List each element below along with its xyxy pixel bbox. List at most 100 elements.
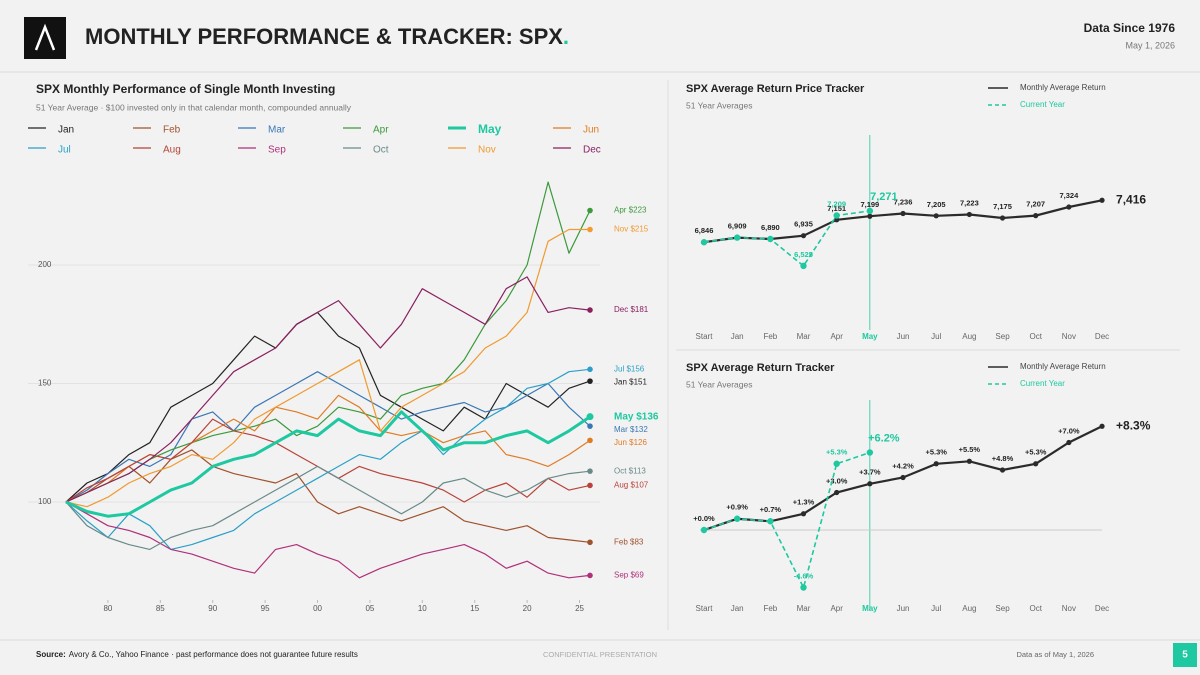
x-tick-label: 85 (156, 604, 165, 613)
legend-label: Feb (163, 125, 181, 136)
title-suffix: . (563, 24, 569, 49)
legend-label: Oct (373, 145, 389, 156)
value-label: +8.3% (1116, 418, 1151, 432)
value-label: 7,209 (827, 199, 846, 208)
data-point (834, 489, 840, 496)
x-tick-label: Apr (830, 604, 843, 613)
value-label: 7,236 (894, 197, 913, 206)
value-label: +7.0% (1058, 426, 1080, 435)
series-line (703, 210, 871, 268)
value-label: 6,909 (728, 222, 747, 231)
value-label: 6,890 (761, 223, 780, 232)
series-line (65, 228, 590, 508)
data-point (966, 458, 972, 464)
legend-label: Dec (583, 145, 601, 156)
x-tick-label: Jun (897, 332, 910, 341)
x-tick-label: Oct (1029, 604, 1042, 613)
data-point (800, 262, 807, 270)
value-label: +4.2% (892, 461, 914, 470)
value-label: +0.9% (726, 503, 748, 512)
x-tick-label: May (862, 332, 878, 341)
value-label: -4.6% (794, 571, 814, 580)
data-point (700, 526, 708, 534)
x-tick-label: 90 (208, 604, 217, 613)
series-line (65, 501, 591, 579)
x-tick-label: Apr (830, 332, 843, 341)
data-point (1033, 461, 1039, 467)
value-label: 7,271 (870, 191, 898, 203)
value-label: 7,151 (827, 204, 846, 213)
data-point (800, 511, 807, 517)
chart-subtitle: 51 Year Averages (686, 100, 753, 110)
value-label: 7,175 (993, 202, 1012, 211)
value-label: +5.3% (925, 448, 947, 457)
x-tick-label: 95 (261, 604, 270, 613)
data-point (866, 207, 874, 215)
legend-label: Jul (58, 145, 71, 156)
series-line (65, 410, 591, 518)
title-text: MONTHLY PERFORMANCE & TRACKER: SPX (85, 24, 563, 49)
data-point (1099, 423, 1105, 429)
legend-label: Apr (373, 125, 389, 136)
end-label: Apr $223 (614, 206, 647, 215)
value-label: +6.2% (868, 432, 900, 444)
end-label: Feb $83 (614, 537, 644, 546)
x-tick-label: Dec (1095, 332, 1109, 341)
data-point (966, 211, 972, 218)
data-point (866, 449, 874, 456)
x-tick-label: May (862, 604, 878, 613)
value-label: +5.5% (959, 445, 981, 454)
legend-label: Monthly Average Return (1020, 362, 1106, 371)
end-label: May $136 (614, 411, 659, 422)
x-tick-label: Mar (797, 604, 811, 613)
y-tick-label: 150 (38, 379, 52, 388)
end-label: Jul $156 (614, 364, 645, 373)
x-tick-label: Feb (763, 604, 777, 613)
x-tick-label: 05 (365, 604, 374, 613)
x-tick-label: Mar (797, 332, 811, 341)
value-label: +0.0% (693, 514, 715, 523)
data-point (767, 235, 774, 243)
y-tick-label: 100 (38, 497, 52, 506)
end-label: Jun $126 (614, 438, 647, 447)
legend-label: Jun (583, 125, 599, 136)
x-tick-label: Nov (1062, 332, 1076, 341)
y-tick-label: 200 (38, 260, 52, 269)
data-point (1066, 204, 1072, 210)
data-point (1066, 439, 1072, 446)
source-label: Source: (36, 650, 66, 659)
x-tick-label: Sep (995, 604, 1010, 613)
x-tick-label: 25 (575, 604, 584, 613)
data-point (1033, 213, 1039, 219)
legend-label: Nov (478, 145, 496, 156)
footer-center: CONFIDENTIAL PRESENTATION (543, 650, 657, 659)
data-point (900, 210, 906, 217)
x-tick-label: Oct (1029, 332, 1042, 341)
end-point (587, 482, 593, 489)
value-label: 7,199 (860, 200, 879, 209)
legend-label: Aug (163, 145, 181, 156)
data-point (933, 461, 939, 467)
x-tick-label: Sep (995, 332, 1010, 341)
x-tick-label: Aug (962, 604, 976, 613)
data-since: Data Since 1976 (1084, 21, 1176, 35)
data-point (867, 481, 873, 487)
end-label: Nov $215 (614, 225, 649, 234)
chart-title: SPX Monthly Performance of Single Month … (36, 82, 335, 96)
value-label: +4.8% (992, 454, 1014, 463)
logo-mark (34, 23, 56, 51)
legend-label: Sep (268, 145, 286, 156)
value-label: +5.3% (1025, 448, 1047, 457)
end-point (587, 539, 593, 546)
page-title: MONTHLY PERFORMANCE & TRACKER: SPX. (85, 24, 569, 49)
x-tick-label: 20 (523, 604, 532, 613)
end-point (587, 226, 593, 233)
data-point (800, 233, 807, 239)
end-point (586, 413, 594, 421)
data-point (933, 213, 939, 219)
footer-date: Data as of May 1, 2026 (1016, 650, 1094, 659)
value-label: 6,525 (794, 250, 813, 259)
end-point (587, 207, 593, 214)
